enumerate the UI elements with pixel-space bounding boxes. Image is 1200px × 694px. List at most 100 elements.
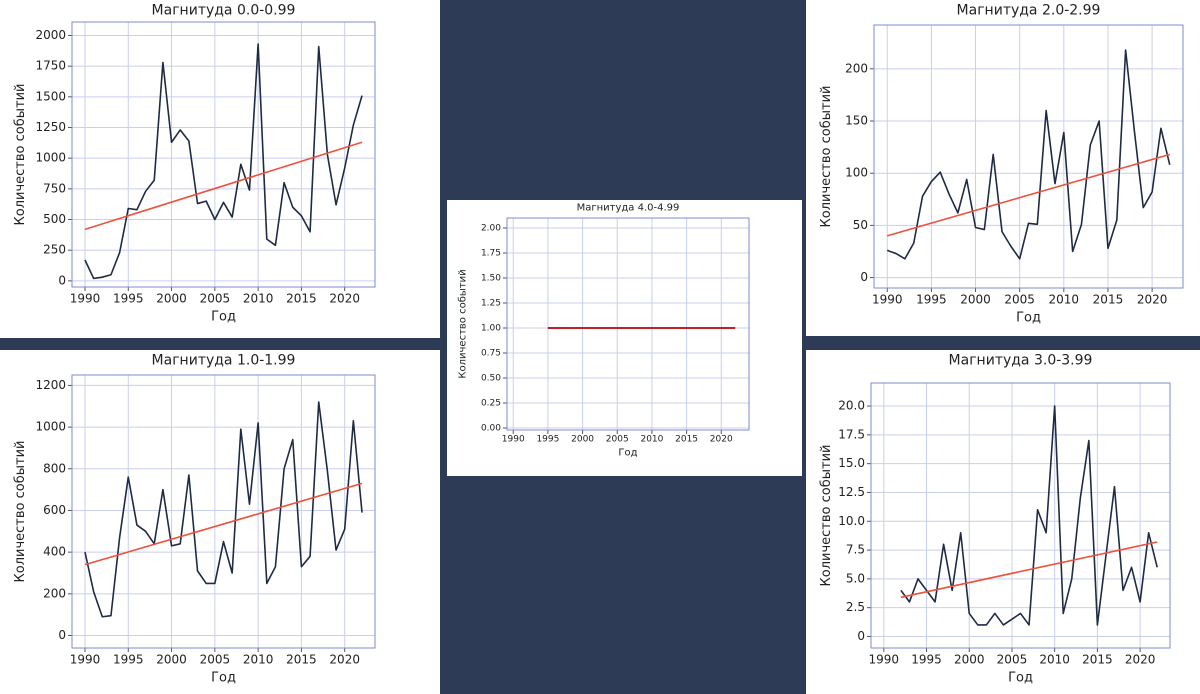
y-tick-label: 400	[43, 545, 66, 559]
chart-title: Магнитуда 1.0-1.99	[152, 353, 296, 369]
y-tick-label: 1000	[35, 420, 66, 434]
data-line	[84, 401, 363, 618]
x-tick-label: 2015	[675, 435, 698, 445]
y-tick-label: 20.0	[838, 399, 865, 413]
chart-title: Магнитуда 2.0-2.99	[957, 3, 1101, 19]
x-tick-label: 1990	[502, 435, 525, 445]
y-tick-label: 150	[845, 114, 868, 128]
x-tick-label: 2000	[156, 292, 187, 306]
x-tick-label: 2020	[1125, 653, 1156, 667]
y-tick-label: 7.5	[846, 543, 865, 557]
y-tick-label: 0	[58, 628, 66, 642]
y-tick-label: 2000	[35, 28, 66, 42]
y-tick-label: 250	[43, 243, 66, 257]
y-tick-label: 12.5	[838, 485, 865, 499]
x-tick-label: 2020	[710, 435, 733, 445]
x-axis-label: Год	[618, 448, 637, 459]
y-tick-label: 750	[43, 181, 66, 195]
y-axis-label: Количество событий	[13, 441, 28, 583]
chart-title: Магнитуда 0.0-0.99	[152, 3, 296, 19]
data-line	[886, 49, 1171, 260]
y-axis-label: Количество событий	[819, 445, 834, 587]
plot-frame	[71, 21, 376, 288]
y-tick-label: 10.0	[838, 514, 865, 528]
y-tick-label: 0.00	[481, 424, 501, 434]
y-tick-label: 17.5	[838, 427, 865, 441]
x-tick-label: 2000	[571, 435, 594, 445]
x-tick-label: 2010	[1039, 653, 1070, 667]
y-axis-label: Количество событий	[13, 84, 28, 226]
panel	[0, 350, 440, 694]
x-tick-label: 2005	[200, 292, 231, 306]
x-tick-label: 1990	[872, 293, 903, 307]
trend-line	[84, 482, 363, 566]
x-tick-label: 1995	[916, 293, 947, 307]
x-tick-label: 2015	[286, 653, 317, 667]
x-axis-label: Год	[1008, 671, 1033, 686]
y-tick-label: 0	[860, 270, 868, 284]
y-tick-label: 0	[857, 629, 865, 643]
y-tick-label: 1000	[35, 151, 66, 165]
x-tick-label: 2020	[1137, 293, 1168, 307]
y-tick-label: 600	[43, 503, 66, 517]
x-tick-label: 1995	[536, 435, 559, 445]
chart-title: Магнитуда 4.0-4.99	[577, 203, 680, 214]
y-tick-label: 5.0	[846, 571, 865, 585]
x-tick-label: 1990	[869, 653, 900, 667]
y-tick-label: 1.75	[481, 249, 501, 259]
x-tick-label: 2010	[243, 292, 274, 306]
plot-frame	[873, 24, 1184, 289]
y-tick-label: 2.5	[846, 600, 865, 614]
x-tick-label: 1990	[70, 292, 101, 306]
y-tick-label: 1250	[35, 120, 66, 134]
x-tick-label: 1995	[113, 292, 144, 306]
x-tick-label: 1990	[70, 653, 101, 667]
y-tick-label: 1750	[35, 59, 66, 73]
x-tick-label: 1995	[113, 653, 144, 667]
y-tick-label: 200	[43, 586, 66, 600]
x-tick-label: 2010	[640, 435, 663, 445]
x-tick-label: 2000	[156, 653, 187, 667]
x-tick-label: 2005	[200, 653, 231, 667]
y-tick-label: 1200	[35, 378, 66, 392]
plot-frame	[506, 217, 750, 431]
x-tick-label: 2010	[1049, 293, 1080, 307]
panel	[806, 0, 1200, 336]
y-tick-label: 50	[853, 218, 868, 232]
y-tick-label: 500	[43, 212, 66, 226]
chart-title: Магнитуда 3.0-3.99	[949, 353, 1093, 369]
x-tick-label: 2000	[954, 653, 985, 667]
trend-line	[900, 541, 1158, 599]
y-tick-label: 15.0	[838, 456, 865, 470]
x-axis-label: Год	[211, 310, 236, 325]
trend-line	[887, 153, 1170, 237]
x-tick-label: 2005	[997, 653, 1028, 667]
y-tick-label: 1500	[35, 89, 66, 103]
data-line	[900, 405, 1158, 626]
y-tick-label: 800	[43, 461, 66, 475]
x-axis-label: Год	[1016, 311, 1041, 326]
plot-frame	[71, 374, 376, 649]
x-tick-label: 1995	[911, 653, 942, 667]
x-tick-label: 2015	[286, 292, 317, 306]
x-tick-label: 2015	[1093, 293, 1124, 307]
y-tick-label: 2.00	[481, 224, 501, 234]
y-tick-label: 1.50	[481, 274, 501, 284]
x-tick-label: 2005	[606, 435, 629, 445]
x-tick-label: 2015	[1082, 653, 1113, 667]
y-axis-label: Количество событий	[819, 86, 834, 228]
y-tick-label: 1.25	[481, 299, 501, 309]
panel	[806, 350, 1200, 694]
y-tick-label: 0.75	[481, 349, 501, 359]
panel	[0, 0, 440, 338]
x-axis-label: Год	[211, 671, 236, 686]
y-tick-label: 200	[845, 61, 868, 75]
x-tick-label: 2020	[329, 292, 360, 306]
y-axis-label: Количество событий	[457, 269, 468, 378]
y-tick-label: 0.25	[481, 399, 501, 409]
data-line	[84, 43, 363, 280]
y-tick-label: 0	[58, 273, 66, 287]
trend-line	[84, 141, 363, 231]
